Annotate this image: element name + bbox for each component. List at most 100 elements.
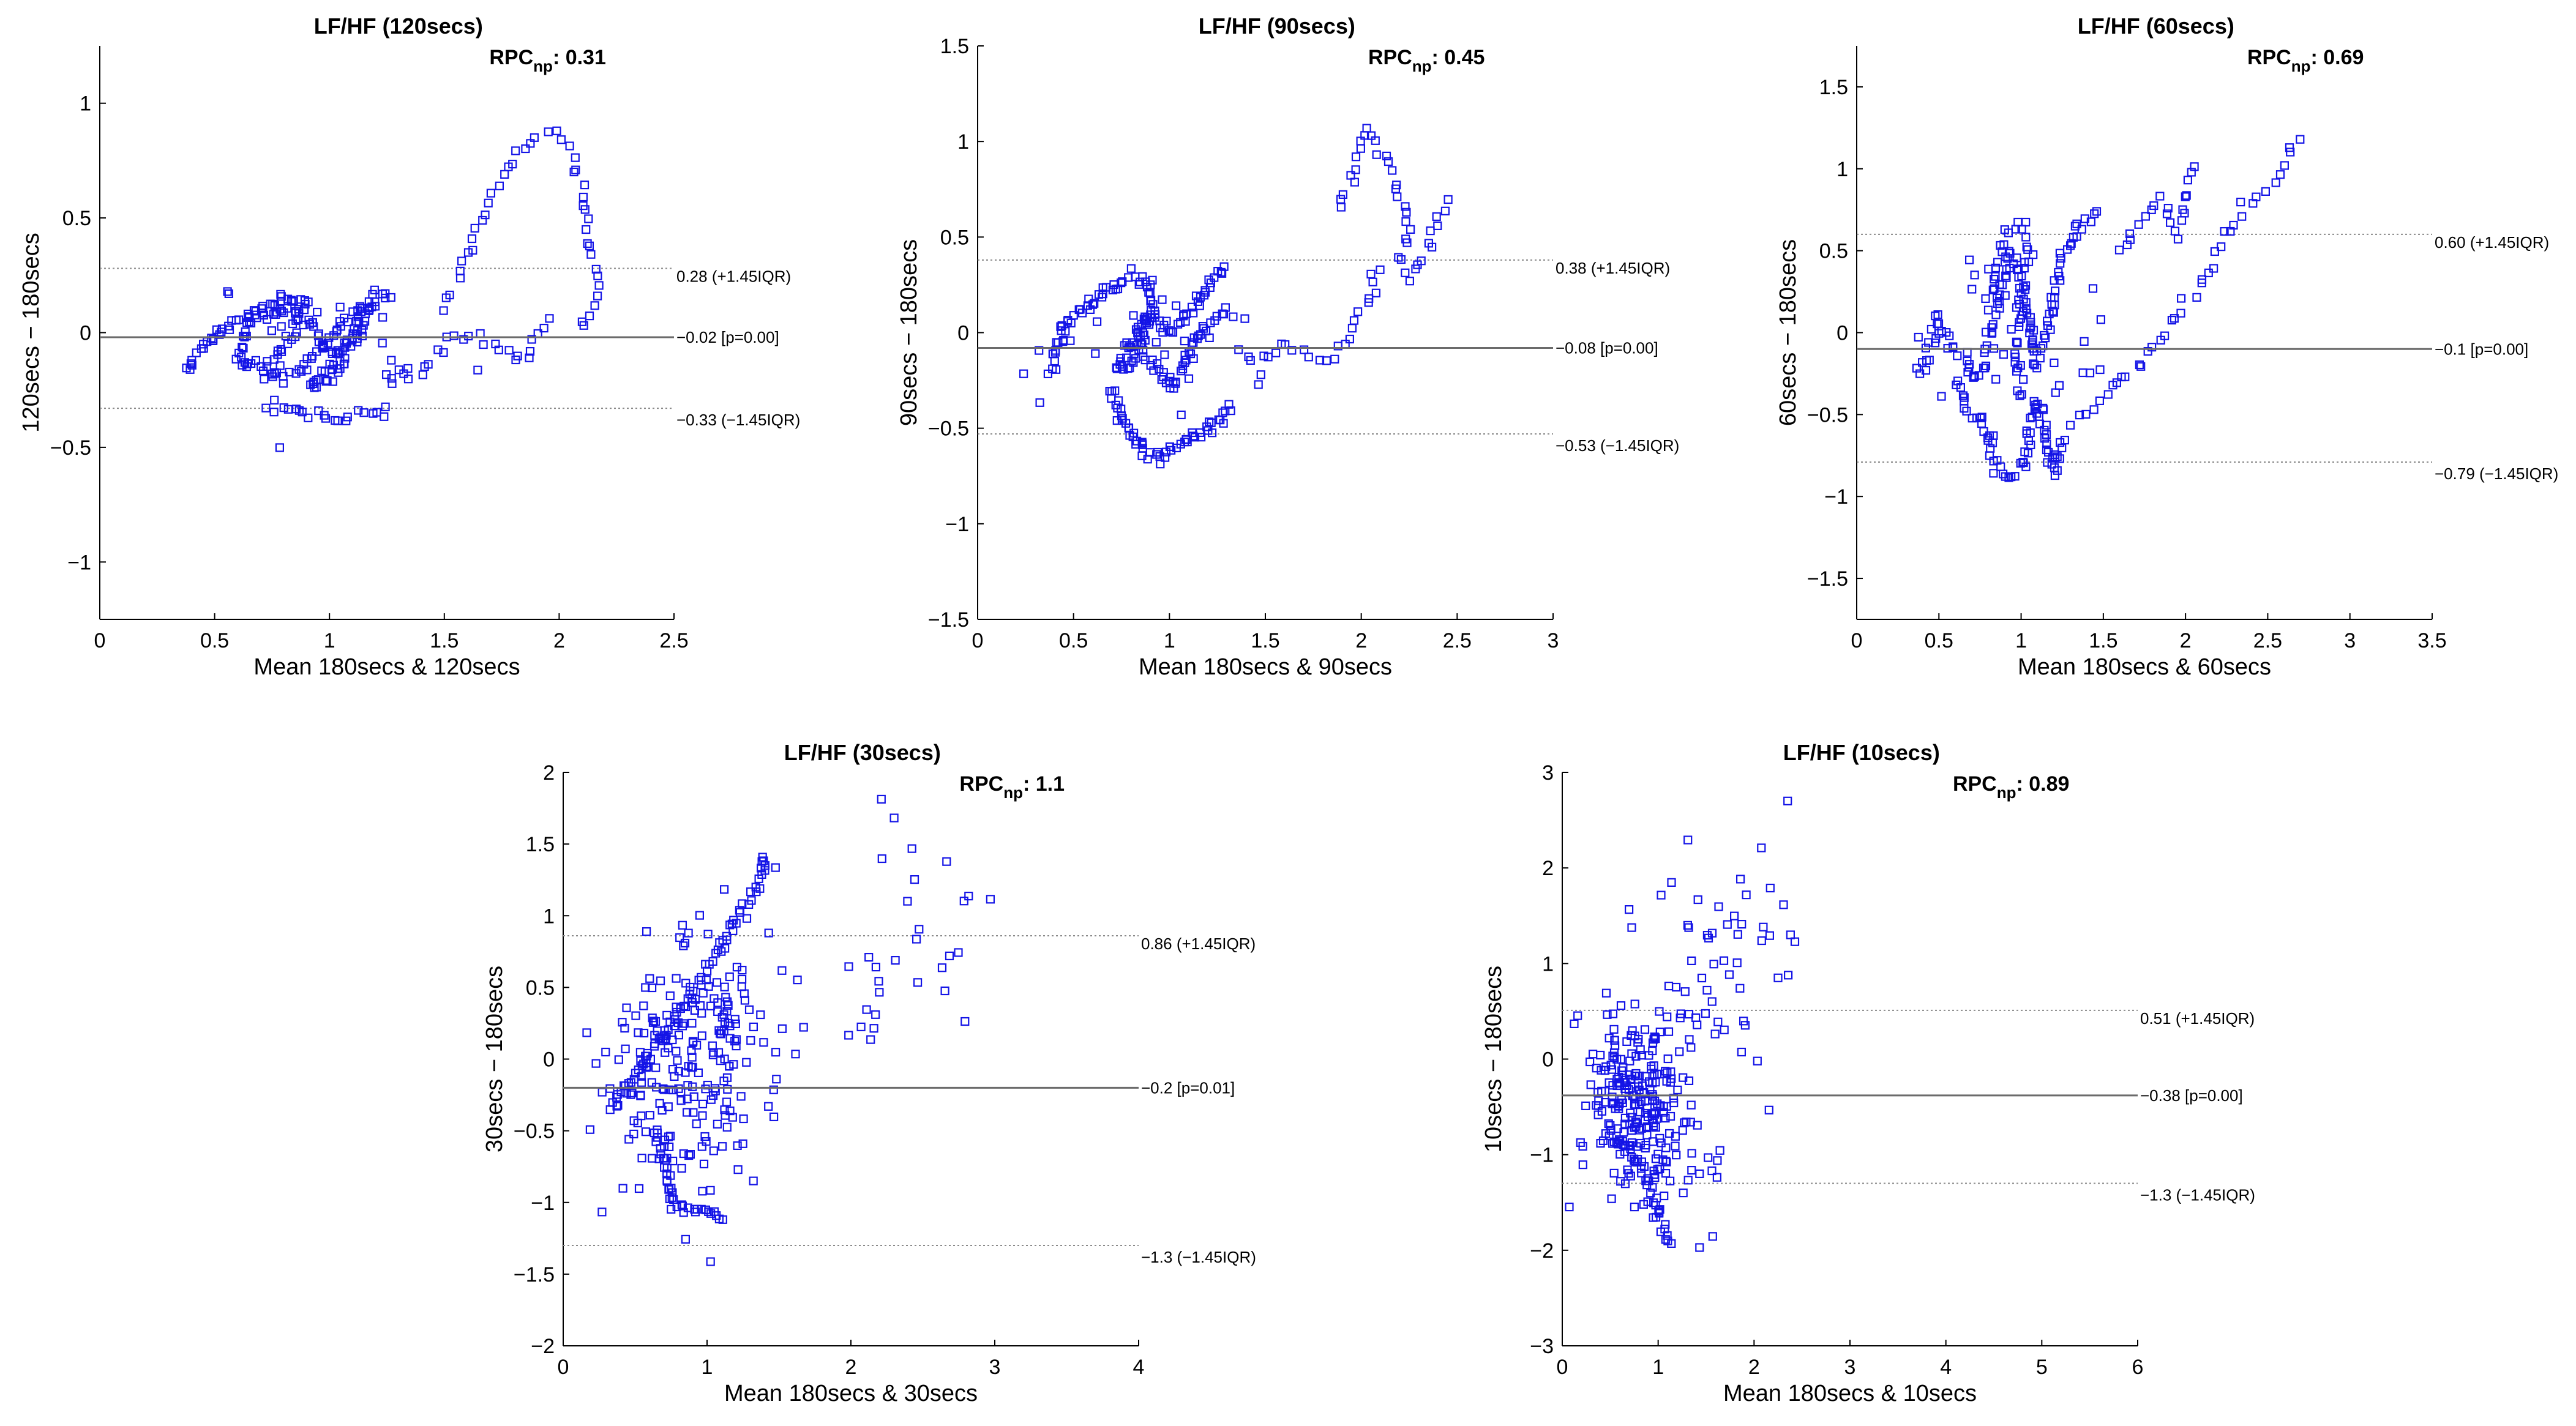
data-point (525, 353, 534, 362)
data-point (1921, 343, 1930, 353)
data-point (731, 1019, 740, 1029)
data-point (2162, 209, 2172, 218)
data-points (1912, 135, 2305, 482)
x-tick-label: 1 (1652, 1356, 1664, 1379)
data-point (1686, 1118, 1695, 1127)
data-point (1675, 1047, 1684, 1056)
data-point (2088, 284, 2098, 293)
data-point (659, 1036, 668, 1045)
data-point (1128, 338, 1137, 347)
x-tick-label: 0.5 (1059, 629, 1088, 652)
data-point (463, 248, 473, 257)
data-point (720, 944, 730, 953)
data-point (1679, 1073, 1688, 1082)
data-point (2210, 247, 2219, 256)
y-tick-label: 1 (80, 92, 91, 116)
data-point (1925, 356, 1934, 365)
data-point (1687, 1100, 1696, 1110)
data-point (325, 359, 334, 369)
data-point (2023, 245, 2032, 254)
data-point (1621, 1141, 1630, 1151)
data-point (1740, 1021, 1750, 1030)
data-point (1368, 277, 1377, 286)
data-point (717, 1142, 727, 1151)
data-point (688, 1082, 697, 1091)
data-point (467, 234, 477, 244)
data-point (912, 935, 921, 944)
data-point (1149, 366, 1158, 375)
data-point (2026, 413, 2035, 423)
data-point (687, 1053, 697, 1062)
data-point (1148, 275, 1157, 285)
data-point (335, 364, 345, 373)
x-tick-label: 1.5 (2089, 629, 2117, 652)
data-point (1753, 1056, 1762, 1066)
data-point (1642, 1103, 1652, 1113)
data-point (593, 291, 602, 301)
lower-limit-label: −1.3 (−1.45IQR) (2140, 1186, 2255, 1204)
data-point (605, 1105, 615, 1114)
data-point (720, 1018, 730, 1027)
data-point (641, 1127, 651, 1137)
data-point (1372, 150, 1381, 159)
data-point (1189, 354, 1198, 364)
data-point (1090, 299, 1099, 308)
data-point (1630, 1202, 1639, 1212)
data-point (1616, 1177, 1625, 1186)
data-point (1596, 1050, 1605, 1060)
data-point (636, 1056, 645, 1066)
data-point (1573, 1011, 1582, 1020)
data-point (732, 1035, 741, 1044)
data-point (223, 287, 232, 296)
data-point (1732, 958, 1742, 968)
data-point (381, 293, 390, 303)
data-point (2056, 254, 2065, 263)
data-point (1616, 1149, 1625, 1159)
x-tick-label: 1 (702, 1356, 713, 1379)
data-point (455, 266, 465, 275)
data-point (2016, 314, 2026, 323)
data-point (744, 1005, 754, 1014)
x-tick-label: 2.5 (659, 629, 688, 652)
data-point (1129, 311, 1138, 320)
data-point (1610, 1053, 1619, 1062)
data-point (716, 1056, 725, 1066)
data-point (2019, 282, 2028, 291)
data-point (755, 884, 765, 893)
data-point (2177, 294, 2186, 303)
data-point (580, 181, 590, 190)
data-point (1401, 202, 1410, 211)
data-point (335, 348, 345, 357)
data-point (387, 374, 396, 383)
data-point (1019, 369, 1028, 378)
data-point (1678, 1125, 1687, 1135)
data-point (619, 1081, 629, 1091)
data-point (590, 301, 599, 310)
data-point (2024, 257, 2034, 266)
data-point (1271, 348, 1281, 357)
data-point (597, 1088, 607, 1097)
data-point (1417, 256, 1426, 266)
data-point (2049, 308, 2058, 317)
data-point (677, 1163, 686, 1173)
data-point (1171, 301, 1181, 310)
data-point (1084, 294, 1093, 304)
data-point (945, 951, 954, 961)
data-point (578, 192, 588, 202)
data-point (2056, 259, 2065, 268)
data-point (1697, 973, 1707, 983)
x-tick-label: 3.5 (2417, 629, 2446, 652)
data-point (730, 1036, 739, 1046)
data-point (1666, 1176, 1675, 1185)
data-point (702, 975, 711, 985)
y-tick-label: 0 (80, 322, 91, 345)
data-point (1653, 1149, 1663, 1159)
data-point (2237, 212, 2247, 221)
data-point (937, 963, 947, 972)
data-point (521, 144, 530, 154)
x-tick-label: 5 (2036, 1356, 2048, 1379)
data-point (1648, 1078, 1657, 1088)
data-point (704, 982, 713, 991)
data-point (1998, 280, 2007, 289)
data-point (1199, 324, 1208, 333)
